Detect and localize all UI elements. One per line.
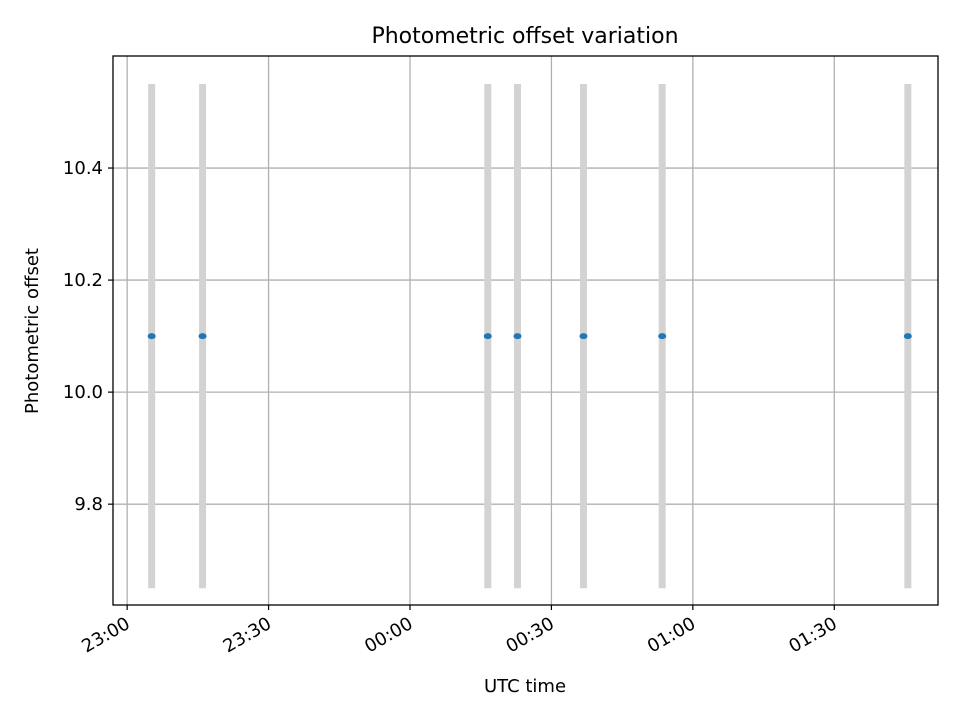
data-point	[513, 333, 522, 340]
y-tick-label: 10.2	[63, 270, 103, 291]
y-tick-label: 9.8	[74, 494, 103, 515]
y-tick-label: 10.0	[63, 382, 103, 403]
y-axis-label: Photometric offset	[22, 248, 43, 414]
chart-title: Photometric offset variation	[371, 24, 678, 49]
data-point	[198, 333, 207, 340]
data-point	[658, 333, 667, 340]
data-point	[483, 333, 492, 340]
data-point	[903, 333, 912, 340]
data-point	[147, 333, 156, 340]
y-tick-label: 10.4	[63, 158, 103, 179]
x-axis-label: UTC time	[484, 676, 566, 697]
data-points	[147, 333, 912, 340]
data-point	[579, 333, 588, 340]
y-axis-ticks: 9.8 10.0 10.2 10.4	[63, 158, 113, 515]
plot-frame	[112, 55, 939, 606]
grid	[113, 56, 938, 605]
